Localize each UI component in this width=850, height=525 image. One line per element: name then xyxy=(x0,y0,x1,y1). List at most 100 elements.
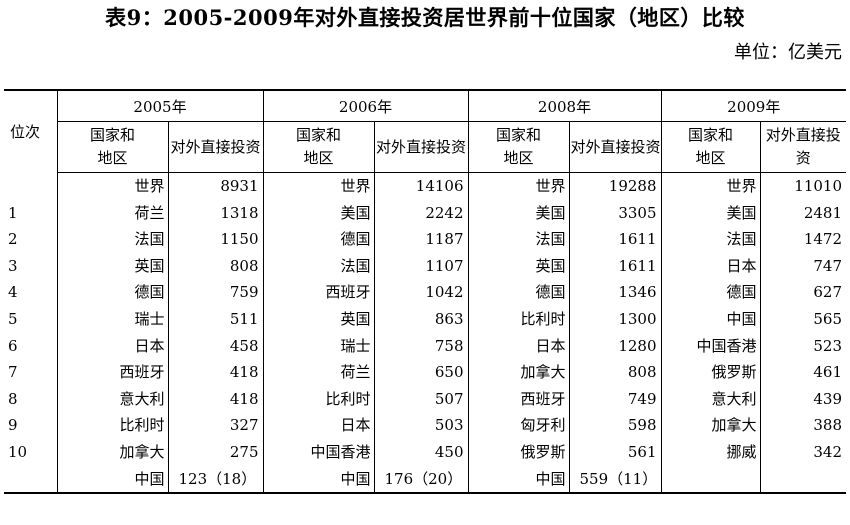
table-row: 1 荷兰 1318 美国 2242 美国 3305 美国 2481 xyxy=(4,199,846,227)
value-cell: 759 xyxy=(167,279,263,306)
value-cell: 275 xyxy=(167,438,263,466)
value-cell: 561 xyxy=(568,438,661,466)
value-cell: 450 xyxy=(373,438,468,466)
country-cell xyxy=(660,465,760,494)
table-row: 世界 8931 世界 14106 世界 19288 世界 11010 xyxy=(4,172,846,200)
fdi-ranking-table: 位次 2005年 2006年 2008年 2009年 国家和地区 对外直接投资 … xyxy=(4,89,846,495)
country-cell: 西班牙 xyxy=(467,385,569,413)
table-row: 3 英国 808 法国 1107 英国 1611 日本 747 xyxy=(4,252,846,280)
value-cell: 3305 xyxy=(568,199,661,227)
year-header-2009: 2009年 xyxy=(660,90,846,122)
country-cell: 法国 xyxy=(660,226,760,253)
value-cell: 598 xyxy=(568,412,661,439)
table-row: 9 比利时 327 日本 503 匈牙利 598 加拿大 388 xyxy=(4,412,846,439)
country-cell: 世界 xyxy=(467,172,569,200)
value-col-header: 对外直接投资 xyxy=(759,121,846,173)
value-cell: 747 xyxy=(759,252,846,280)
country-cell: 中国 xyxy=(467,465,569,494)
country-cell: 意大利 xyxy=(660,385,760,413)
value-cell xyxy=(759,465,846,494)
country-cell: 西班牙 xyxy=(262,279,374,306)
country-cell: 加拿大 xyxy=(467,359,569,386)
country-cell: 俄罗斯 xyxy=(467,438,569,466)
value-cell: 511 xyxy=(167,305,263,333)
country-cell: 英国 xyxy=(262,305,374,333)
country-cell: 俄罗斯 xyxy=(660,359,760,386)
country-cell: 德国 xyxy=(660,279,760,306)
value-cell: 1150 xyxy=(167,226,263,253)
value-cell: 123（18） xyxy=(167,465,263,494)
rank-cell: 3 xyxy=(8,256,18,275)
value-cell: 627 xyxy=(759,279,846,306)
table-body: 世界 8931 世界 14106 世界 19288 世界 11010 1 荷兰 1318 美国 2242… xyxy=(4,172,846,494)
value-cell: 565 xyxy=(759,305,846,333)
country-cell: 意大利 xyxy=(56,385,168,413)
country-cell: 日本 xyxy=(262,412,374,439)
table-row: 5 瑞士 511 英国 863 比利时 1300 中国 565 xyxy=(4,305,846,333)
country-cell: 法国 xyxy=(262,252,374,280)
table-row: 7 西班牙 418 荷兰 650 加拿大 808 俄罗斯 461 xyxy=(4,359,846,386)
value-cell: 758 xyxy=(373,332,468,360)
value-cell: 1042 xyxy=(373,279,468,306)
country-cell: 德国 xyxy=(262,226,374,253)
country-col-header: 国家和地区 xyxy=(660,121,760,173)
value-col-header: 对外直接投资 xyxy=(373,121,468,173)
country-cell: 比利时 xyxy=(467,305,569,333)
value-cell: 808 xyxy=(568,359,661,386)
value-cell: 863 xyxy=(373,305,468,333)
rank-cell: 5 xyxy=(8,309,18,328)
table-row: 4 德国 759 西班牙 1042 德国 1346 德国 627 xyxy=(4,279,846,306)
country-cell: 世界 xyxy=(56,172,168,200)
rank-cell: 10 xyxy=(8,442,28,461)
value-cell: 1187 xyxy=(373,226,468,253)
table-row: 6 日本 458 瑞士 758 日本 1280 中国香港 523 xyxy=(4,332,846,360)
table-row: 2 法国 1150 德国 1187 法国 1611 法国 1472 xyxy=(4,226,846,253)
country-cell: 中国 xyxy=(262,465,374,494)
country-cell: 荷兰 xyxy=(262,359,374,386)
country-col-header: 国家和地区 xyxy=(467,121,569,173)
country-cell: 瑞士 xyxy=(262,332,374,360)
value-cell: 1611 xyxy=(568,252,661,280)
country-cell: 日本 xyxy=(660,252,760,280)
value-cell: 808 xyxy=(167,252,263,280)
value-cell: 176（20） xyxy=(373,465,468,494)
country-cell: 荷兰 xyxy=(56,199,168,227)
country-cell: 挪威 xyxy=(660,438,760,466)
country-cell: 瑞士 xyxy=(56,305,168,333)
year-header-2006: 2006年 xyxy=(262,90,468,122)
country-cell: 中国香港 xyxy=(660,332,760,360)
table-row: 10 加拿大 275 中国香港 450 俄罗斯 561 挪威 342 xyxy=(4,438,846,466)
country-cell: 美国 xyxy=(660,199,760,227)
value-cell: 418 xyxy=(167,385,263,413)
rank-cell xyxy=(4,466,57,494)
value-cell: 503 xyxy=(373,412,468,439)
value-cell: 327 xyxy=(167,412,263,439)
value-cell: 1346 xyxy=(568,279,661,306)
country-col-header: 国家和地区 xyxy=(262,121,374,173)
rank-cell xyxy=(4,173,57,200)
country-cell: 中国 xyxy=(660,305,760,333)
value-cell: 2242 xyxy=(373,199,468,227)
rank-cell: 6 xyxy=(8,336,18,355)
country-cell: 美国 xyxy=(262,199,374,227)
year-header-row: 位次 2005年 2006年 2008年 2009年 xyxy=(4,90,846,141)
column-header-row: 国家和地区 对外直接投资 国家和地区 对外直接投资 国家和地区 对外直接投资 国… xyxy=(4,121,846,173)
country-cell: 匈牙利 xyxy=(467,412,569,439)
value-cell: 749 xyxy=(568,385,661,413)
country-cell: 中国 xyxy=(56,465,168,494)
country-cell: 西班牙 xyxy=(56,359,168,386)
country-cell: 中国香港 xyxy=(262,438,374,466)
year-header-2008: 2008年 xyxy=(467,90,661,122)
country-cell: 德国 xyxy=(56,279,168,306)
value-cell: 461 xyxy=(759,359,846,386)
value-cell: 2481 xyxy=(759,199,846,227)
value-col-header: 对外直接投资 xyxy=(167,121,263,173)
value-cell: 14106 xyxy=(373,172,468,200)
country-cell: 比利时 xyxy=(56,412,168,439)
unit-label: 单位：亿美元 xyxy=(734,42,842,63)
country-cell: 德国 xyxy=(467,279,569,306)
country-cell: 世界 xyxy=(262,172,374,200)
rank-cell: 4 xyxy=(8,283,18,302)
country-cell: 加拿大 xyxy=(660,412,760,439)
country-cell: 美国 xyxy=(467,199,569,227)
